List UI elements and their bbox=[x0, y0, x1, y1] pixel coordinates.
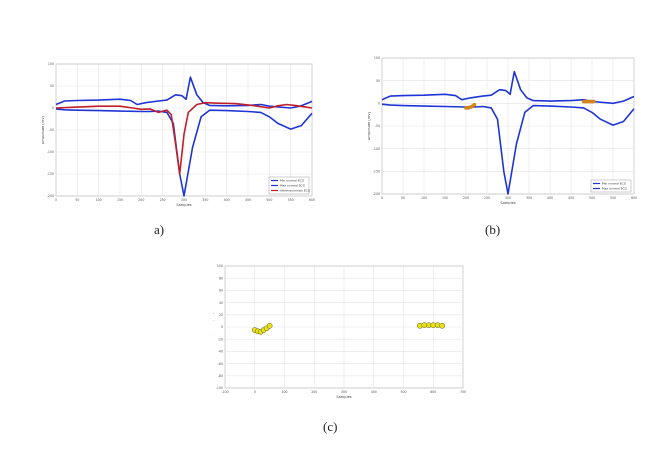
panel-a-y-tick-label: -100 bbox=[47, 150, 54, 154]
panel-c-y-tick-label: 0 bbox=[221, 325, 223, 329]
panel-a-x-tick-label: 300 bbox=[181, 198, 187, 202]
caption-b: (b) bbox=[485, 222, 501, 237]
panel-a-x-axis-label: Samples bbox=[176, 203, 191, 207]
panel-b-x-tick-label: 550 bbox=[610, 196, 616, 200]
panel-b-x-tick-label: 250 bbox=[484, 196, 490, 200]
panel-b-y-tick-label: -50 bbox=[375, 124, 380, 128]
caption-a: a) bbox=[154, 222, 165, 237]
panel-c-y-tick-label: 80 bbox=[219, 276, 223, 280]
panel-b-x-axis-label: Samples bbox=[500, 201, 515, 205]
panel-b-legend-label: Max normal ECG bbox=[602, 187, 628, 191]
chart-a: 0 50 100 150 200 250 300 350 400 450 500 550 600 100 5… bbox=[41, 60, 318, 215]
chart-a-svg: 0 50 100 150 200 250 300 350 400 450 500 550 6001005… bbox=[41, 62, 315, 207]
panel-c-x-tick-label: 300 bbox=[341, 390, 347, 394]
panel-c-y-tick-label: -20 bbox=[218, 337, 223, 341]
panel-c-y-tick-label: 20 bbox=[219, 313, 223, 317]
panel-a-x-tick-label: 500 bbox=[266, 198, 272, 202]
panel-a-y-tick-label: 0 bbox=[52, 106, 54, 110]
panel-a-series-line-1 bbox=[55, 108, 313, 197]
panel-c-y-tick-label: 100 bbox=[217, 264, 223, 268]
panel-c-x-axis-label: Samples bbox=[336, 395, 351, 399]
panel-c-y-tick-label: -60 bbox=[218, 362, 223, 366]
panel-a-legend-box bbox=[268, 176, 310, 195]
panel-a-y-tick-label: -200 bbox=[47, 194, 54, 198]
panel-b-legend-label: Min normal ECG bbox=[602, 182, 627, 186]
panel-b-legend-box bbox=[590, 179, 632, 193]
panel-b-x-tick-label: 300 bbox=[505, 196, 511, 200]
panel-a-series-line-3 bbox=[55, 101, 313, 175]
panel-a-x-tick-label: 250 bbox=[160, 198, 166, 202]
panel-a-x-tick-label: 150 bbox=[117, 198, 123, 202]
panel-a-x-tick-label: 200 bbox=[138, 198, 144, 202]
panel-c-y-axis-label: Amplitude (mV) bbox=[213, 312, 214, 341]
panel-b-x-tick-label: 500 bbox=[589, 196, 595, 200]
panel-a-x-tick-label: 50 bbox=[75, 198, 79, 202]
panel-c-x-tick-label: 200 bbox=[311, 390, 317, 394]
panel-b-x-tick-label: 100 bbox=[421, 196, 427, 200]
panel-a-x-tick-label: 450 bbox=[245, 198, 251, 202]
panel-b-x-tick-label: 400 bbox=[547, 196, 553, 200]
panel-c-x-tick-label: 600 bbox=[430, 390, 436, 394]
panel-b-x-tick-label: 450 bbox=[568, 196, 574, 200]
panel-a-x-tick-label: 100 bbox=[96, 198, 102, 202]
panel-c-x-tick-label: 700 bbox=[460, 390, 466, 394]
panel-b-x-tick-label: 350 bbox=[526, 196, 532, 200]
panel-b-y-tick-label: -100 bbox=[373, 147, 380, 151]
chart-c-svg: -100 0 100 200 300 400 500 600 700100806040200-2… bbox=[210, 264, 466, 399]
panel-b-series-line-1 bbox=[381, 103, 635, 195]
panel-c-y-tick-label: -40 bbox=[218, 350, 223, 354]
panel-a-legend-label: Max normal ECG bbox=[280, 184, 306, 188]
panel-c-y-tick-label: -100 bbox=[216, 386, 223, 390]
panel-c-x-tick-label: 100 bbox=[281, 390, 287, 394]
panel-b-marker-point bbox=[591, 99, 596, 104]
panel-c-y-tick-label: 40 bbox=[219, 301, 223, 305]
panel-b-y-tick-label: 0 bbox=[378, 102, 380, 106]
panel-c-y-tick-label: 60 bbox=[219, 289, 223, 293]
panel-b-x-tick-label: 150 bbox=[442, 196, 448, 200]
panel-c-x-tick-label: 400 bbox=[371, 390, 377, 394]
caption-c: (c) bbox=[323, 419, 338, 434]
panel-c-x-tick-label: 500 bbox=[400, 390, 406, 394]
chart-b: 0 50 100 150 200 250 300 350 400 450 500 550 600 100 5… bbox=[367, 54, 640, 213]
panel-a-x-tick-label: 400 bbox=[224, 198, 230, 202]
panel-b-y-tick-label: -200 bbox=[373, 192, 380, 196]
panel-b-x-tick-label: 50 bbox=[401, 196, 405, 200]
panel-a-x-tick-label: 600 bbox=[309, 198, 315, 202]
panel-a-y-tick-label: -50 bbox=[49, 128, 54, 132]
panel-a-y-tick-label: 50 bbox=[50, 84, 54, 88]
panel-b-y-tick-label: -150 bbox=[373, 170, 380, 174]
panel-b-x-tick-label: 200 bbox=[463, 196, 469, 200]
panel-b-marker-point bbox=[472, 102, 477, 107]
panel-c-x-tick-label: 0 bbox=[254, 390, 256, 394]
panel-a-x-tick-label: 550 bbox=[288, 198, 294, 202]
panel-b-x-tick-label: 0 bbox=[381, 196, 383, 200]
panel-a-y-tick-label: -150 bbox=[47, 172, 54, 176]
panel-a-x-tick-label: 0 bbox=[55, 198, 57, 202]
panel-c-scatter-point bbox=[266, 322, 273, 329]
panel-b-y-tick-label: 100 bbox=[374, 56, 380, 60]
panel-b-y-tick-label: 50 bbox=[376, 79, 380, 83]
panel-b-x-tick-label: 600 bbox=[631, 196, 637, 200]
panel-a-y-tick-label: 100 bbox=[48, 62, 54, 66]
panel-a-series-line-2 bbox=[55, 76, 313, 109]
panel-b-y-axis-label: Amplitude (mV) bbox=[368, 111, 371, 140]
panel-a-y-axis-label: Amplitude (mV) bbox=[42, 115, 45, 144]
panel-a-legend-label: Min normal ECG bbox=[280, 179, 305, 183]
chart-c: -100 0 100 200 300 400 500 600 700 100 80 60 40 20 0 -2… bbox=[210, 262, 469, 405]
panel-c-y-tick-label: -80 bbox=[218, 374, 223, 378]
panel-c-scatter-point bbox=[439, 322, 446, 329]
panel-a-legend-label: Atherosclerosis ECG bbox=[280, 189, 311, 193]
panel-a-x-tick-label: 350 bbox=[202, 198, 208, 202]
panel-c-x-tick-label: -100 bbox=[221, 390, 228, 394]
chart-b-svg: 0 50 100 150 200 250 300 350 400 450 500 550 6001005… bbox=[367, 56, 637, 205]
